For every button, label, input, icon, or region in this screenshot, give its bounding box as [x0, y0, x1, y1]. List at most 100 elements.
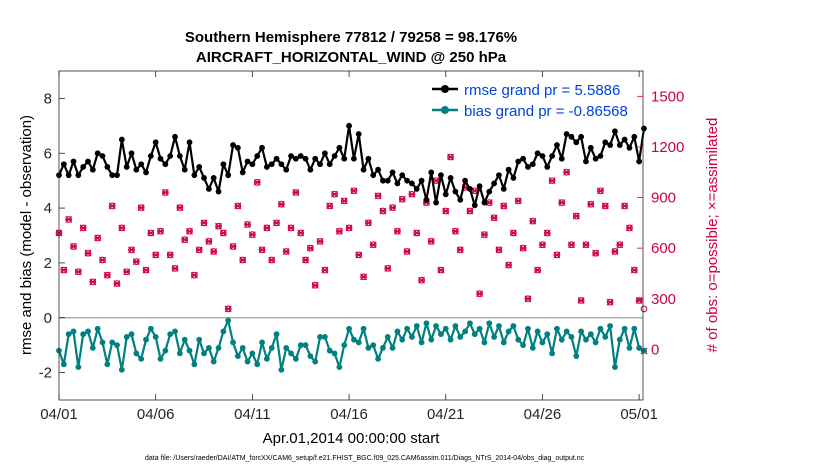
bias-marker: [433, 323, 439, 329]
obs-assimilated-marker: [626, 224, 633, 232]
bias-marker: [534, 328, 541, 335]
rmse-marker: [109, 172, 116, 179]
rmse-marker: [259, 144, 265, 151]
rmse-marker: [172, 133, 178, 140]
bias-marker: [375, 355, 381, 362]
bias-marker: [355, 339, 362, 346]
obs-assimilated-marker: [466, 207, 474, 215]
rmse-marker: [317, 161, 323, 168]
bias-marker: [205, 345, 212, 351]
obs-assimilated-marker: [505, 261, 513, 269]
obs-assimilated-marker: [79, 224, 87, 232]
obs-assimilated-marker: [253, 178, 261, 186]
rmse-marker: [525, 164, 531, 170]
bias-marker: [631, 325, 638, 332]
bias-marker: [384, 334, 391, 340]
y-tick-label: 6: [44, 145, 52, 162]
plot-area: [59, 71, 643, 400]
rmse-marker: [205, 185, 212, 192]
bias-marker: [152, 334, 159, 340]
obs-assimilated-marker: [113, 280, 121, 288]
rmse-marker: [457, 196, 464, 203]
obs-assimilated-marker: [456, 246, 464, 254]
bias-marker: [413, 323, 420, 329]
rmse-marker: [244, 158, 251, 165]
obs-assimilated-marker: [205, 237, 213, 245]
bias-marker: [621, 325, 628, 332]
y2-tick-label: 600: [651, 240, 676, 257]
rmse-marker: [496, 172, 502, 179]
rmse-marker: [254, 153, 261, 159]
x-axis: 04/01 04/06 04/11 04/16 04/21 04/26 05/01: [40, 71, 658, 423]
rmse-marker: [389, 169, 396, 176]
bias-marker: [138, 355, 145, 362]
rmse-marker: [355, 131, 362, 137]
obs-assimilated-marker: [374, 192, 382, 200]
bias-marker: [268, 345, 275, 351]
y-tick-label: 2: [44, 255, 52, 272]
rmse-marker: [563, 131, 570, 137]
x-tick-label: 04/06: [137, 406, 175, 423]
rmse-marker: [85, 158, 91, 165]
bias-marker: [462, 328, 468, 335]
rmse-marker: [147, 153, 154, 159]
rmse-marker: [210, 175, 217, 181]
rmse-marker: [249, 161, 256, 168]
y-tick-label: 0: [44, 310, 52, 327]
bias-marker: [201, 350, 207, 357]
obs-assimilated-marker: [263, 224, 271, 232]
obs-assimilated-marker: [60, 266, 68, 274]
obs-assimilated-marker: [601, 202, 609, 210]
bias-marker: [326, 347, 333, 354]
bias-marker: [85, 328, 91, 335]
bias-marker: [133, 350, 140, 357]
obs-assimilated-marker: [273, 219, 280, 227]
obs-assimilated-marker: [282, 248, 290, 255]
rmse-marker: [394, 180, 401, 187]
bias-marker: [321, 334, 328, 340]
bias-marker: [94, 325, 101, 332]
bias-marker: [220, 328, 227, 335]
y2-tick-label: 900: [651, 190, 676, 207]
rmse-marker: [336, 144, 343, 151]
obs-assimilated-marker: [597, 187, 604, 195]
rmse-marker: [118, 136, 125, 143]
bias-marker: [457, 334, 464, 340]
bias-marker: [360, 325, 367, 332]
rmse-marker: [505, 166, 512, 173]
rmse-marker: [263, 164, 270, 170]
obs-assimilated-marker: [190, 271, 198, 279]
rmse-marker: [423, 196, 430, 203]
obs-assimilated-marker: [364, 219, 372, 227]
obs-assimilated-marker: [258, 246, 266, 254]
obs-assimilated-marker: [219, 229, 227, 237]
x-axis-label: Apr.01,2014 00:00:00 start: [263, 430, 441, 447]
rmse-marker: [234, 144, 241, 151]
obs-assimilated-marker: [393, 227, 401, 235]
x-tick-label: 04/21: [427, 406, 465, 423]
rmse-marker: [186, 139, 193, 146]
rmse-marker: [70, 158, 77, 165]
rmse-marker: [621, 136, 628, 143]
bias-marker: [263, 355, 270, 362]
bias-marker: [317, 334, 323, 340]
bias-marker: [481, 339, 488, 346]
obs-assimilated-marker: [447, 153, 455, 161]
obs-assimilated-marker: [529, 217, 537, 225]
bias-marker: [558, 336, 565, 343]
bias-marker: [307, 353, 314, 360]
obs-assimilated-marker: [481, 231, 488, 239]
rmse-marker: [341, 155, 348, 162]
obs-assimilated-marker: [577, 297, 585, 304]
obs-assimilated-marker: [476, 290, 484, 298]
bias-marker: [370, 342, 377, 349]
obs-assimilated-marker: [418, 276, 426, 284]
rmse-marker: [597, 153, 604, 159]
bias-marker: [423, 320, 430, 327]
obs-possible-marker: [640, 305, 648, 313]
obs-assimilated-marker: [65, 216, 73, 223]
obs-assimilated-marker: [519, 244, 527, 252]
obs-assimilated-marker: [490, 214, 498, 222]
obs-assimilated-marker: [442, 207, 450, 215]
rmse-marker: [404, 177, 410, 184]
